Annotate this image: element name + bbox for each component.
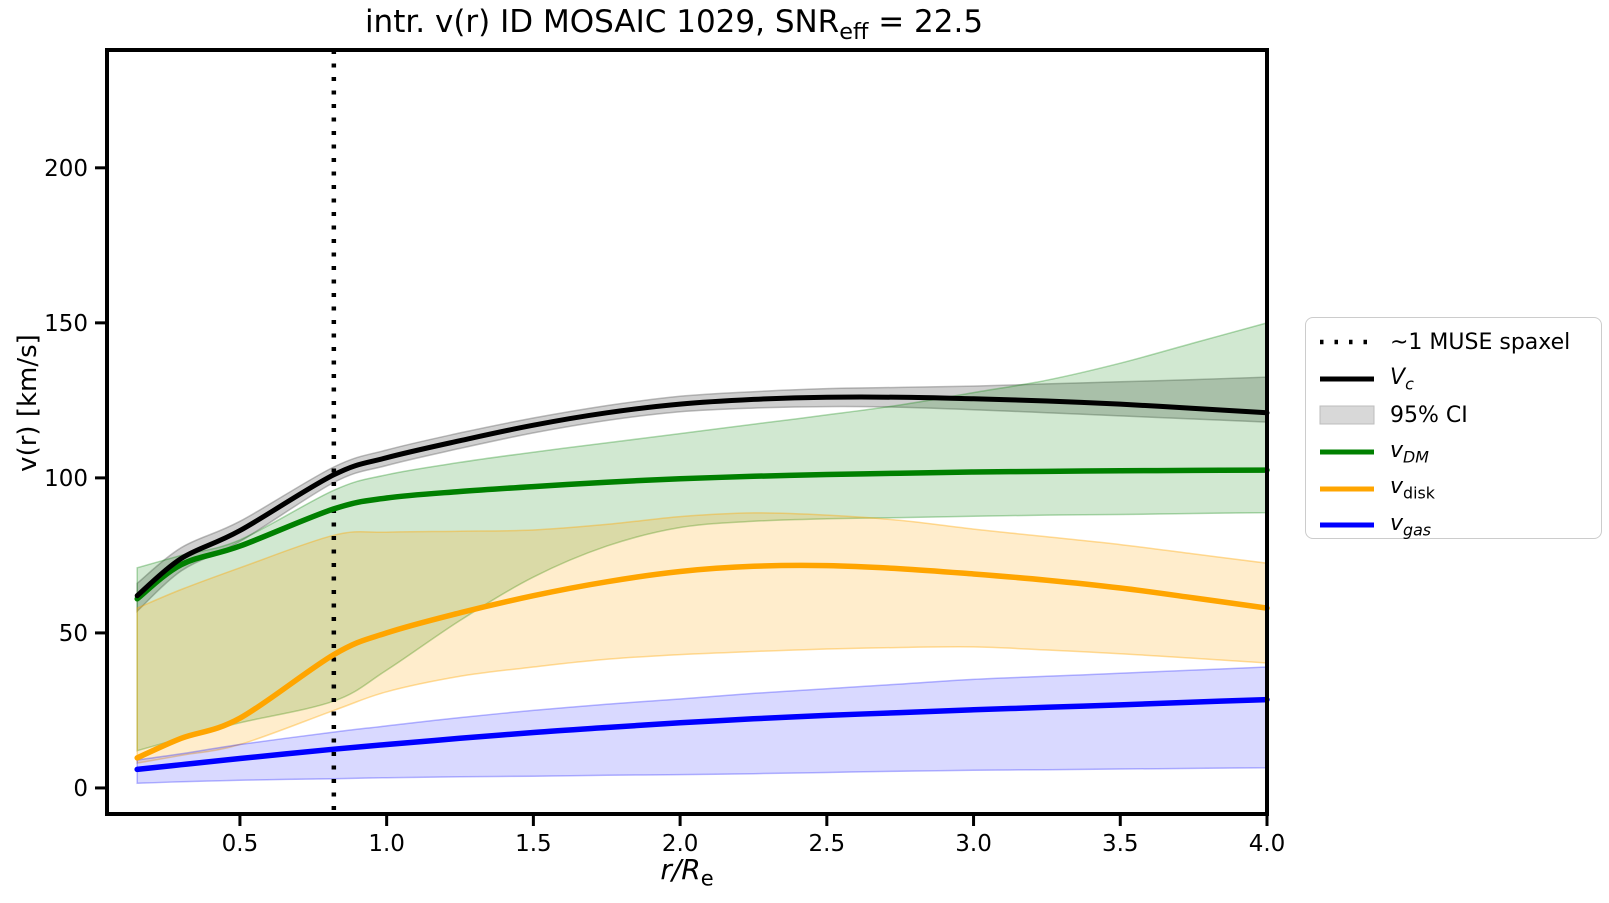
x-tick-label: 3.5	[1102, 831, 1139, 857]
chart-title-subscript: eff	[839, 19, 869, 46]
x-ticks: 0.5 1.0 1.5 2.0 2.5 3.0 3.5 4.0	[222, 816, 1286, 857]
axes-frame	[105, 48, 1269, 816]
y-axis-label: v(r) [km/s]	[13, 334, 43, 472]
ci-patch-swatch	[1319, 405, 1375, 425]
x-tick-label: 2.0	[662, 831, 699, 857]
curve-v_c	[134, 394, 1270, 599]
x-axis-label-subscript: e	[700, 866, 714, 891]
x-axis-label: r/Re	[660, 853, 713, 891]
curve-v_gas	[134, 696, 1270, 773]
plot-border	[105, 48, 1269, 816]
chart-title-text: intr. v(r) ID MOSAIC 1029, SNR	[364, 4, 840, 40]
legend-item-muse-spaxel: ~1 MUSE spaxel	[1318, 324, 1601, 361]
curve-v_disk	[134, 562, 1270, 761]
line-icon	[1320, 449, 1374, 455]
legend-label: 95% CI	[1390, 402, 1468, 428]
patch-icon	[1319, 405, 1375, 425]
dotted-line-icon	[1320, 340, 1374, 345]
confidence-bands	[136, 321, 1268, 785]
x-tick-label: 0.5	[222, 831, 259, 857]
x-tick-label: 1.5	[515, 831, 552, 857]
chart-title-suffix: = 22.5	[868, 4, 984, 40]
line-icon	[1320, 522, 1374, 528]
y-tick-label: 150	[44, 311, 88, 337]
line-icon	[1320, 376, 1374, 382]
x-tick-label: 2.5	[809, 831, 846, 857]
legend-item-vgas: vgas	[1318, 507, 1601, 544]
legend-item-vc: Vc	[1318, 361, 1601, 398]
x-tick-label: 3.0	[955, 831, 992, 857]
x-axis-label-text: r/R	[660, 853, 701, 886]
y-tick-label: 200	[44, 156, 88, 182]
curves	[134, 394, 1270, 773]
legend-label: vdisk	[1390, 474, 1435, 503]
legend-item-vdisk: vdisk	[1318, 470, 1601, 507]
y-tick-label: 0	[73, 776, 88, 802]
y-ticks: 0 50 100 150 200	[44, 156, 105, 802]
line-icon	[1320, 486, 1374, 492]
x-tick-label: 4.0	[1249, 831, 1286, 857]
legend-label: vDM	[1390, 437, 1429, 467]
x-tick-label: 1.0	[368, 831, 405, 857]
y-tick-label: 50	[59, 621, 88, 647]
legend-label: vgas	[1390, 511, 1432, 540]
legend: ~1 MUSE spaxel Vc 95% CI vDM vdisk	[1305, 317, 1602, 539]
y-tick-label: 100	[44, 466, 88, 492]
legend-item-vdm: vDM	[1318, 434, 1601, 471]
legend-item-ci: 95% CI	[1318, 397, 1601, 434]
legend-label: Vc	[1390, 364, 1414, 394]
chart-title: intr. v(r) ID MOSAIC 1029, SNReff = 22.5	[365, 4, 983, 45]
legend-label: ~1 MUSE spaxel	[1390, 329, 1571, 355]
curve-v_dm	[134, 467, 1270, 602]
